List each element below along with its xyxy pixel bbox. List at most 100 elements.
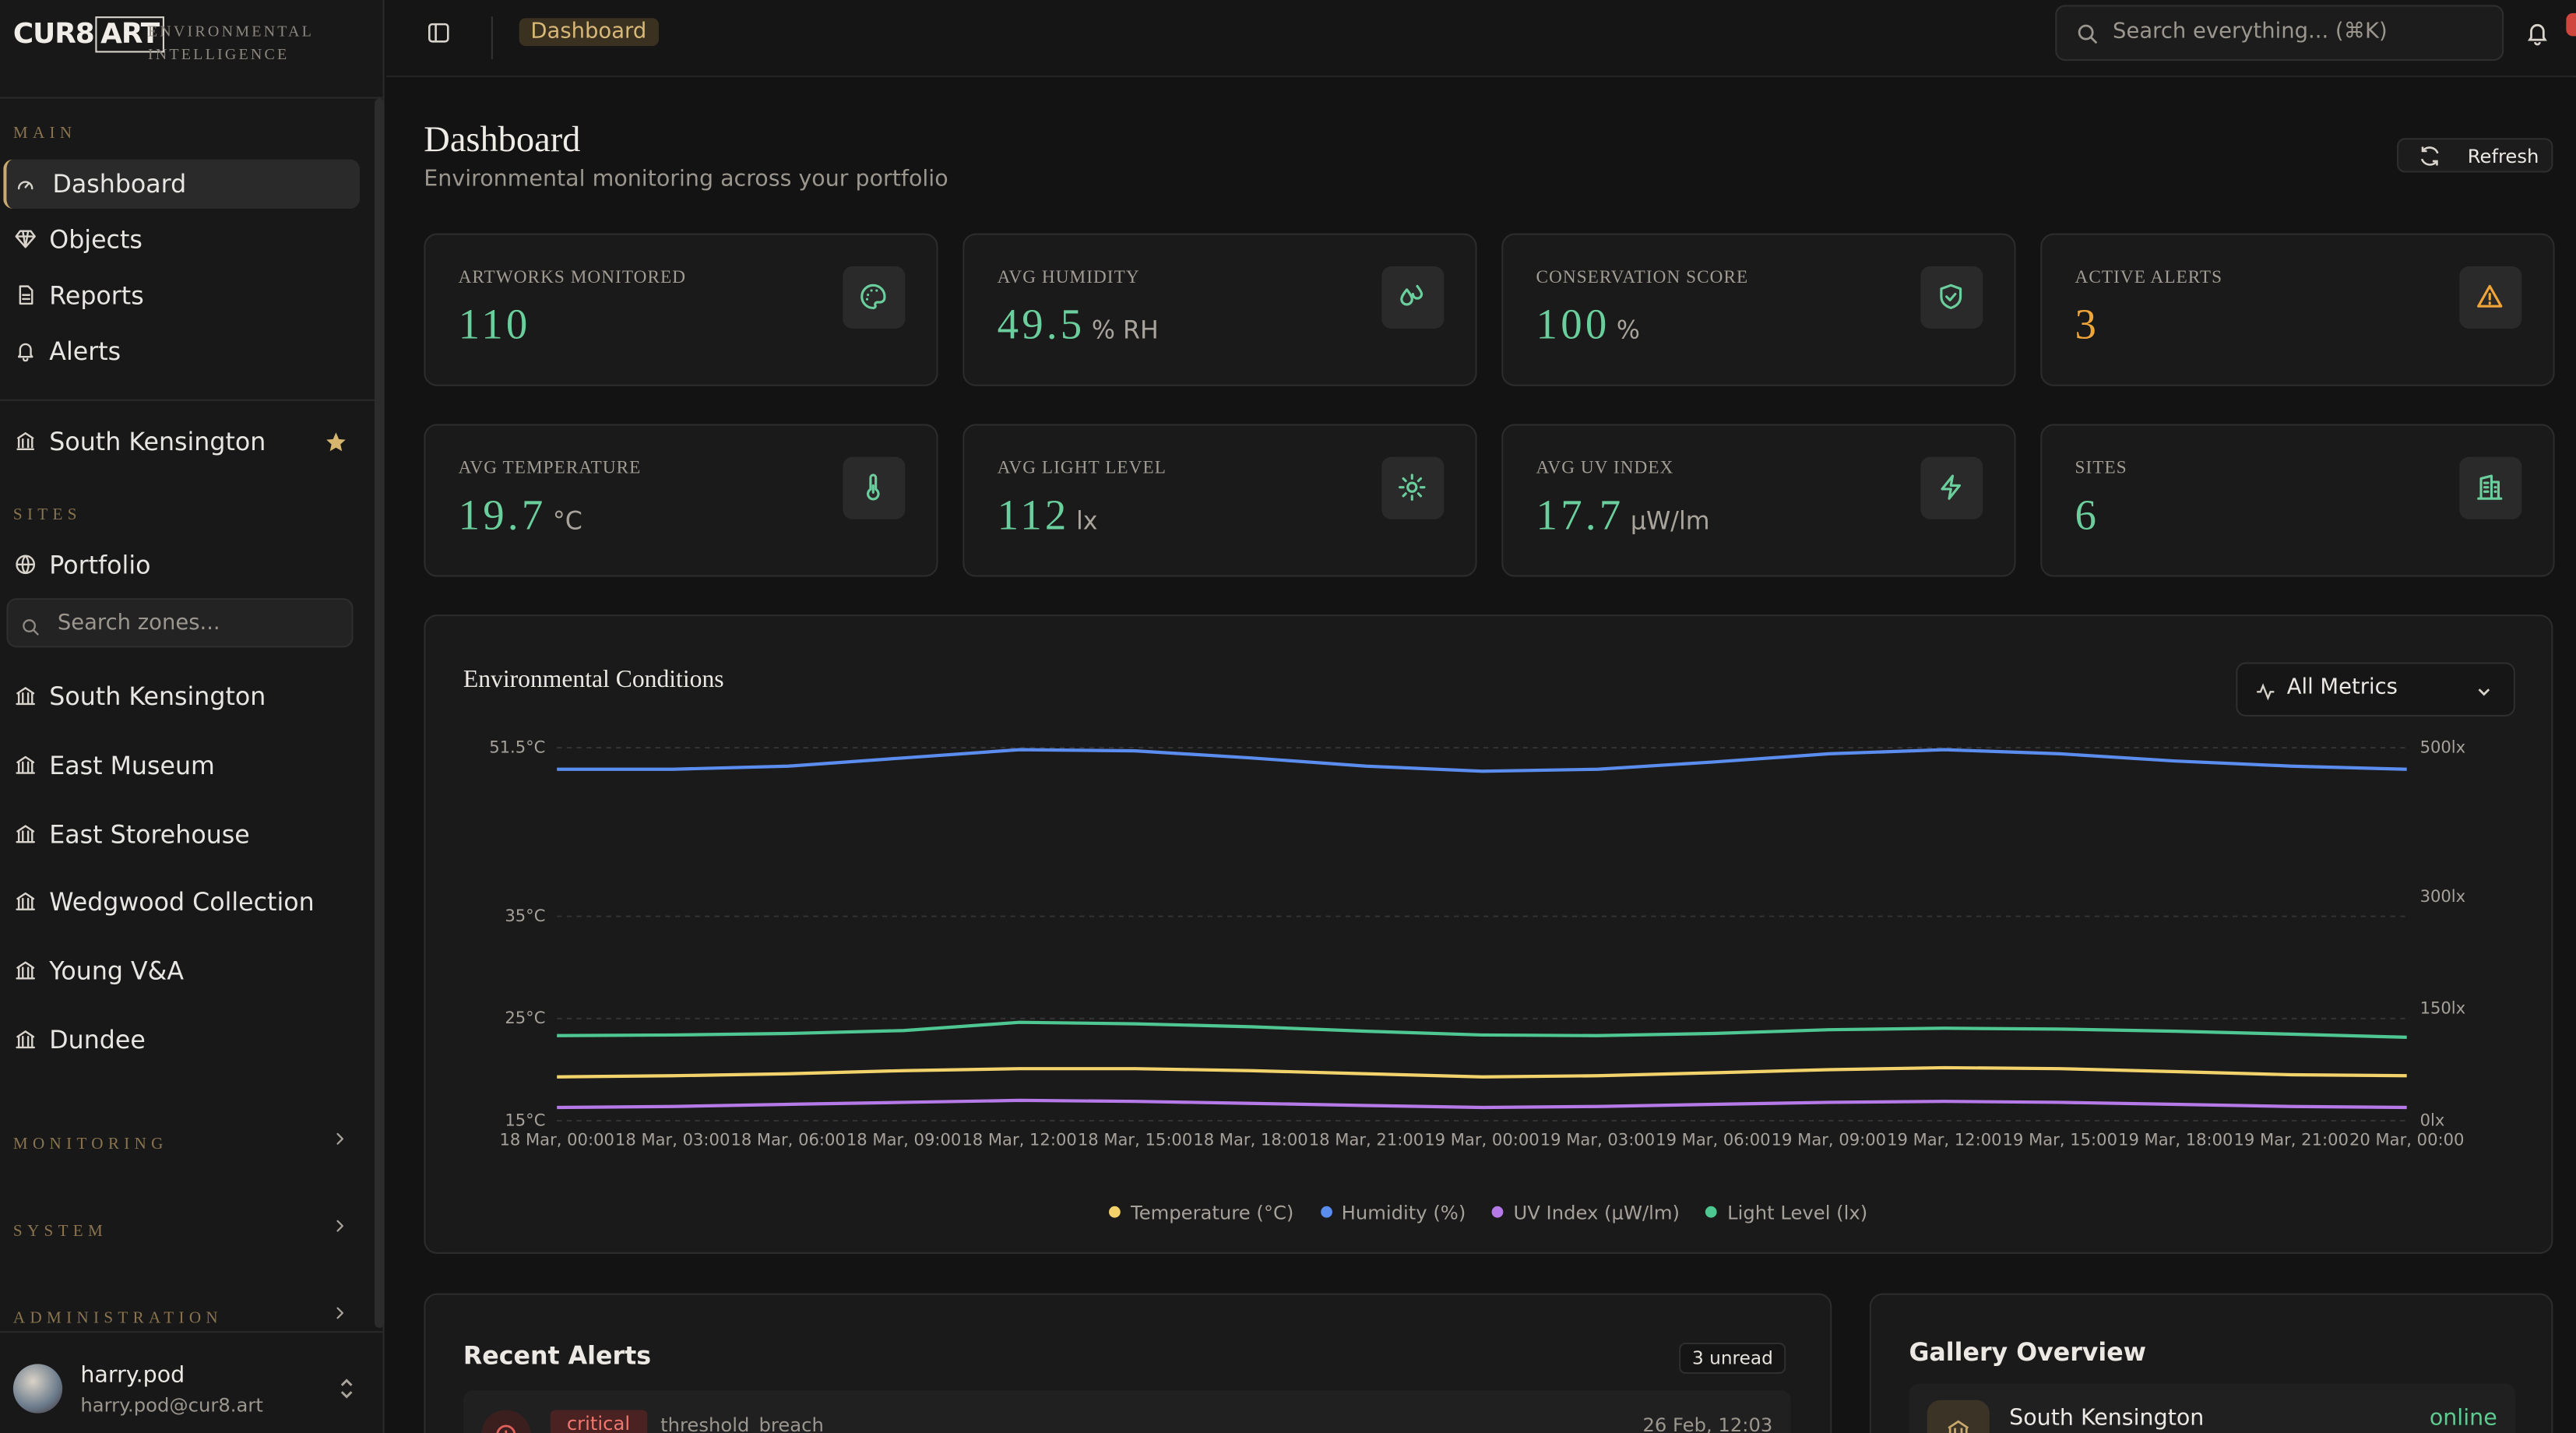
gallery-status: online [2430, 1405, 2497, 1431]
global-search-placeholder: Search everything... (⌘K) [2113, 19, 2388, 44]
stat-card: ACTIVE ALERTS3 [2040, 234, 2554, 386]
stat-unit: °C [553, 506, 582, 536]
gallery-row[interactable]: South Kensington online [1909, 1384, 2514, 1433]
site-label: East Museum [49, 751, 215, 780]
refresh-button[interactable]: Refresh [2397, 138, 2553, 172]
alert-type: threshold_breach [660, 1414, 824, 1433]
chevron [330, 1298, 350, 1329]
alert-row[interactable]: critical threshold_breach 26 Feb, 12:03 [463, 1390, 1791, 1433]
stat-value: 6 [2075, 491, 2100, 540]
stat-value: 112lx [998, 491, 1098, 540]
brand: CUR8ART ENVIRONMENTAL INTELLIGENCE [0, 0, 383, 99]
y2-tick-label: 500lx [2420, 737, 2466, 756]
stat-label: ARTWORKS MONITORED [459, 268, 686, 287]
alert-time: 26 Feb, 12:03 [1642, 1414, 1772, 1433]
site-item[interactable]: East Museum [49, 751, 215, 780]
star-icon[interactable] [324, 431, 349, 454]
zone-search[interactable]: Search zones... [6, 598, 353, 647]
chart-card: All Metrics Environmental Conditions 15°… [424, 614, 2553, 1254]
legend-item[interactable]: Humidity (%) [1320, 1200, 1466, 1224]
site-item[interactable]: Young V&A [49, 956, 184, 986]
legend-item[interactable]: Light Level (lx) [1706, 1200, 1867, 1224]
nav-label: Alerts [49, 337, 121, 367]
stat-value: 110 [459, 301, 531, 350]
breadcrumb[interactable]: Dashboard [519, 18, 658, 46]
stat-value: 19.7°C [459, 491, 582, 540]
sidebar-toggle[interactable] [428, 21, 451, 44]
stat-number: 112 [998, 491, 1070, 539]
stat-label: SITES [2075, 459, 2127, 478]
site-item[interactable]: Dundee [49, 1026, 146, 1055]
legend-swatch [1320, 1206, 1332, 1218]
legend-label: Humidity (%) [1342, 1200, 1466, 1224]
series-line [557, 1100, 2407, 1107]
nav-section[interactable]: SYSTEM [13, 1211, 350, 1234]
stat-card: SITES 6 [2040, 424, 2554, 576]
x-tick-label: 19 Mar, 18:00 [2118, 1130, 2233, 1150]
site-label: East Storehouse [49, 820, 249, 850]
site-label: Dundee [49, 1026, 146, 1055]
notifications-bell[interactable] [2525, 19, 2550, 46]
divider [491, 16, 493, 59]
stat-unit: % RH [1092, 315, 1159, 345]
nav-item[interactable]: Objects [49, 225, 143, 255]
global-search[interactable]: Search everything... (⌘K) [2055, 5, 2504, 61]
x-tick-label: 19 Mar, 09:00 [1772, 1130, 1886, 1150]
alerts-title: Recent Alerts [463, 1341, 651, 1371]
stat-card: AVG LIGHT LEVEL112lx [962, 424, 1476, 576]
legend-swatch [1110, 1206, 1121, 1218]
favorite-site[interactable]: South Kensington [49, 428, 266, 457]
nav-section[interactable]: MONITORING [13, 1124, 350, 1147]
x-tick-label: 18 Mar, 06:00 [730, 1130, 845, 1150]
y-tick-label: 25°C [505, 1008, 545, 1027]
stat-icon [1920, 266, 1983, 329]
stat-label: CONSERVATION SCORE [1536, 268, 1749, 287]
stat-icon [1381, 457, 1444, 519]
zone-search-placeholder: Search zones... [58, 611, 220, 636]
stat-card: AVG HUMIDITY49.5% RH [962, 234, 1476, 386]
refresh-label: Refresh [2468, 145, 2539, 168]
series-line [557, 1023, 2407, 1037]
nav-item[interactable]: Reports [49, 281, 143, 311]
section-label: MAIN [13, 125, 77, 143]
stat-unit: μW/lm [1631, 506, 1710, 536]
alerts-card: Recent Alerts 3 unread critical threshol… [424, 1294, 1832, 1433]
legend-item[interactable]: Temperature (°C) [1110, 1200, 1294, 1224]
notification-badge [2566, 13, 2576, 37]
site-item[interactable]: East Storehouse [49, 820, 249, 850]
legend-item[interactable]: UV Index (μW/lm) [1492, 1200, 1680, 1224]
y-tick-label: 35°C [505, 906, 545, 925]
stat-icon [1920, 457, 1983, 519]
section-label: SYSTEM [13, 1223, 107, 1241]
user-name: harry.pod [80, 1362, 185, 1389]
nav-item[interactable]: Dashboard [53, 169, 187, 199]
stat-label: AVG TEMPERATURE [459, 459, 642, 478]
portfolio-link[interactable]: Portfolio [49, 551, 150, 580]
alert-severity: critical [551, 1410, 646, 1433]
x-tick-label: 18 Mar, 18:00 [1193, 1130, 1307, 1150]
stat-number: 110 [459, 301, 531, 348]
avatar[interactable] [13, 1364, 62, 1413]
chart: Environmental Conditions 15°C25°C35°C51.… [425, 616, 2551, 1252]
top-bar: Dashboard Search everything... (⌘K) [386, 0, 2576, 77]
nav-label: Dashboard [53, 169, 187, 199]
section-label: MONITORING [13, 1135, 168, 1153]
page-title: Dashboard [424, 118, 580, 161]
chart-title: Environmental Conditions [463, 665, 724, 692]
stat-label: ACTIVE ALERTS [2075, 268, 2223, 287]
site-label: South Kensington [49, 682, 266, 712]
site-item[interactable]: South Kensington [49, 682, 266, 712]
logo-left: CUR8 [13, 18, 94, 51]
y2-tick-label: 150lx [2420, 998, 2466, 1018]
gallery-title: Gallery Overview [1909, 1338, 2146, 1368]
stat-number: 100 [1536, 301, 1610, 348]
scrollbar [375, 99, 385, 1328]
site-item[interactable]: Wedgwood Collection [49, 887, 314, 917]
user-menu-icon[interactable] [336, 1377, 356, 1400]
favorite-name: South Kensington [49, 428, 266, 457]
nav-section[interactable]: ADMINISTRATION [13, 1298, 350, 1322]
nav-item[interactable]: Alerts [49, 337, 121, 367]
alert-icon [481, 1410, 530, 1433]
